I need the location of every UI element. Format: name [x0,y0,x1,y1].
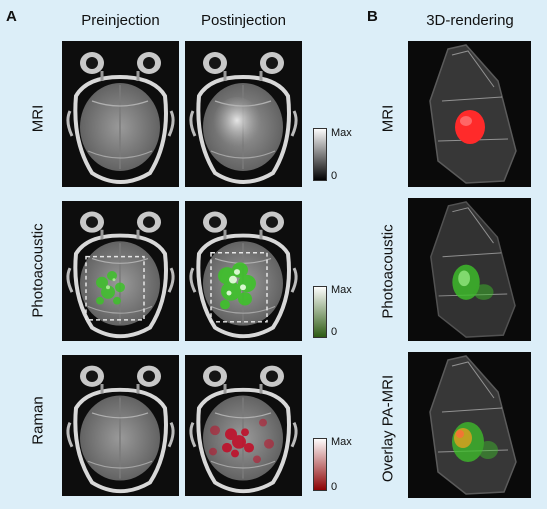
row-label-3d-overlay: Overlay PA-MRI [379,374,397,483]
column-header-postinjection: Postinjection [200,12,287,29]
3d-mri-rendering [408,41,531,187]
raman-postinjection-image [185,355,302,496]
mri-colorbar-min: 0 [331,170,338,182]
row-label-photoacoustic: Photoacoustic [29,223,47,318]
pa-preinjection-image [62,201,179,341]
column-header-preinjection: Preinjection [81,12,160,29]
row-label-3d-photoacoustic: Photoacoustic [379,224,397,319]
mri-preinjection-image [62,41,179,187]
raman-preinjection-image [62,355,179,496]
raman-colorbar-min: 0 [331,481,338,493]
3d-overlay-rendering [408,352,531,498]
pa-colorbar [313,286,327,338]
column-header-3d-rendering: 3D-rendering [426,12,514,29]
panel-b-letter: B [367,8,378,25]
pa-postinjection-image [185,201,302,341]
row-label-raman: Raman [29,396,47,445]
mri-colorbar [313,128,327,181]
raman-colorbar [313,438,327,491]
3d-photoacoustic-rendering [408,198,531,341]
row-label-mri: MRI [29,104,47,133]
row-label-3d-mri: MRI [379,104,397,133]
panel-a-letter: A [6,8,17,25]
pa-colorbar-min: 0 [331,326,338,338]
mri-postinjection-image [185,41,302,187]
mri-colorbar-max: Max [331,127,352,139]
pa-colorbar-max: Max [331,284,352,296]
raman-colorbar-max: Max [331,436,352,448]
